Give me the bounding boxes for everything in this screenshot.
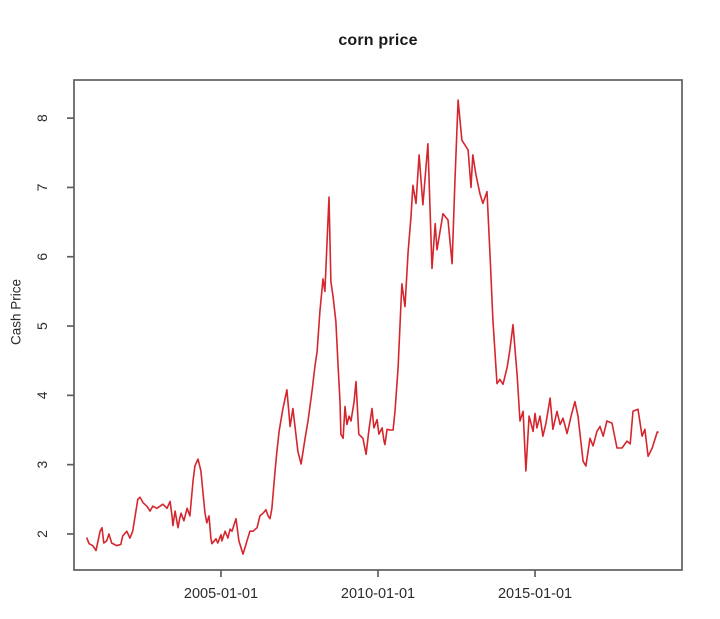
x-tick-label: 2015-01-01	[498, 586, 572, 602]
y-tick-label: 8	[34, 114, 50, 122]
plot-box	[73, 79, 683, 571]
y-tick-label: 7	[34, 183, 50, 191]
y-tick-label: 2	[34, 530, 50, 538]
y-tick-label: 6	[34, 253, 50, 261]
x-tick-label: 2010-01-01	[341, 586, 415, 602]
x-tick-label: 2005-01-01	[184, 586, 258, 602]
y-tick-label: 4	[34, 391, 50, 399]
y-tick-label: 3	[34, 461, 50, 469]
price-line	[86, 99, 659, 555]
y-tick-label: 5	[34, 322, 50, 330]
chart-title: corn price	[338, 32, 418, 49]
